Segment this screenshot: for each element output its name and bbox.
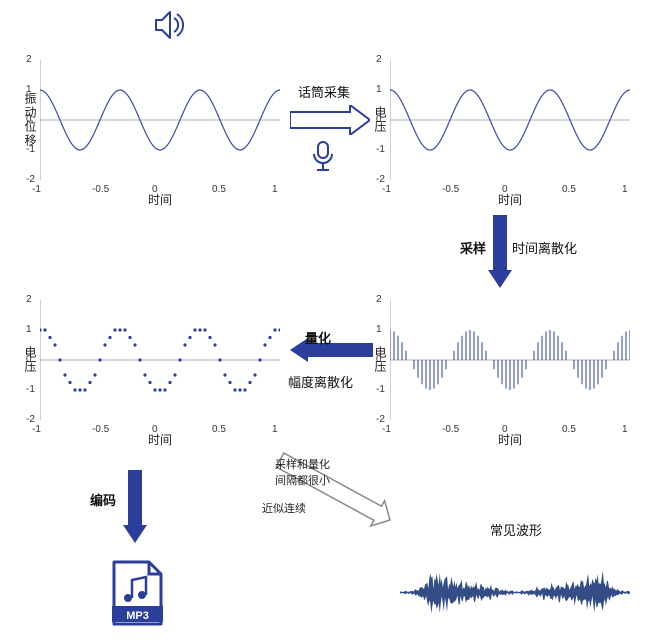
label-sampling: 采样 — [460, 238, 486, 257]
svg-text:MP3: MP3 — [126, 610, 149, 622]
xlabel-p3: 时间 — [498, 431, 522, 448]
ylabel-p4: 电压 — [22, 346, 39, 374]
mp3-file-icon: MP3 — [110, 560, 165, 633]
chart-p1: -2-1012-1-0.500.51振动位移时间 — [40, 60, 280, 180]
ylabel-p2: 电压 — [372, 106, 389, 134]
label-note-2: 间隔都很小 — [275, 472, 330, 488]
label-mic-capture: 话筒采集 — [298, 82, 350, 101]
chart-p2: -2-1012-1-0.500.51电压时间 — [390, 60, 630, 180]
ylabel-p3: 电压 — [372, 346, 389, 374]
label-note-3: 近似连续 — [262, 500, 306, 516]
ylabel-p1: 振动位移 — [22, 92, 39, 148]
xlabel-p4: 时间 — [148, 431, 172, 448]
xlabel-p2: 时间 — [498, 191, 522, 208]
label-note-1: 采样和量化 — [275, 456, 330, 472]
chart-p4: -2-1012-1-0.500.51电压时间 — [40, 300, 280, 420]
waveform-title: 常见波形 — [490, 520, 542, 539]
label-amplitude-discrete: 幅度离散化 — [288, 372, 353, 391]
speaker-icon — [150, 8, 184, 47]
chart-p3: -2-1012-1-0.500.51电压时间 — [390, 300, 630, 420]
mic-icon — [310, 140, 336, 179]
xlabel-p1: 时间 — [148, 191, 172, 208]
label-encode: 编码 — [90, 490, 116, 509]
label-quantize: 量化 — [305, 328, 331, 347]
audio-waveform — [400, 565, 630, 625]
label-time-discrete: 时间离散化 — [512, 238, 577, 257]
